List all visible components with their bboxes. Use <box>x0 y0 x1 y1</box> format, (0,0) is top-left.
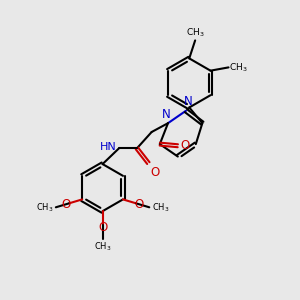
Text: CH$_3$: CH$_3$ <box>186 26 205 39</box>
Text: O: O <box>134 198 143 211</box>
Text: CH$_3$: CH$_3$ <box>230 61 248 74</box>
Text: O: O <box>62 198 71 211</box>
Text: O: O <box>98 221 107 234</box>
Text: HN: HN <box>100 142 116 152</box>
Text: O: O <box>150 167 159 179</box>
Text: N: N <box>162 108 170 121</box>
Text: O: O <box>180 139 189 152</box>
Text: CH$_3$: CH$_3$ <box>94 240 111 253</box>
Text: N: N <box>184 95 192 108</box>
Text: CH$_3$: CH$_3$ <box>152 202 169 214</box>
Text: CH$_3$: CH$_3$ <box>36 202 53 214</box>
